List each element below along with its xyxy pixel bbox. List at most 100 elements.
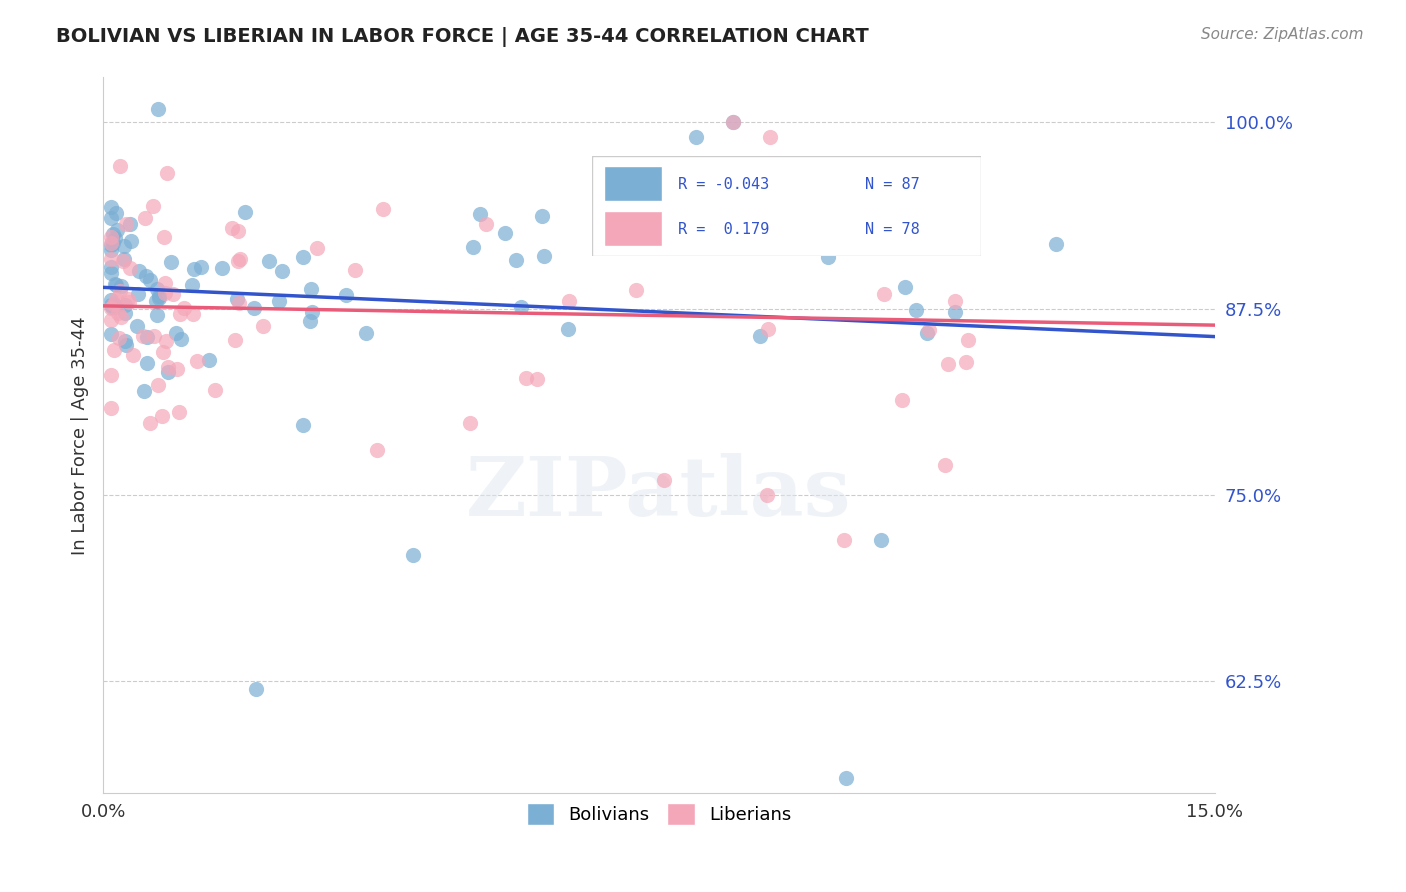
- Liberians: [107, 306, 129, 320]
- Liberians: [132, 328, 155, 343]
- Bolivians: [1045, 237, 1067, 252]
- Bolivians: [165, 326, 187, 341]
- Bolivians: [104, 230, 127, 244]
- Liberians: [226, 224, 249, 238]
- Liberians: [100, 301, 122, 316]
- Liberians: [150, 409, 173, 423]
- Liberians: [221, 220, 243, 235]
- Bolivians: [105, 206, 128, 220]
- Bolivians: [894, 280, 917, 294]
- Bolivians: [100, 326, 122, 341]
- Bolivians: [291, 417, 314, 432]
- Bolivians: [245, 681, 267, 696]
- Liberians: [121, 348, 143, 362]
- Bolivians: [100, 200, 122, 214]
- Liberians: [229, 252, 252, 266]
- Bolivians: [461, 240, 484, 254]
- Bolivians: [299, 283, 322, 297]
- Bolivians: [100, 237, 122, 252]
- Liberians: [103, 343, 125, 357]
- Bolivians: [132, 384, 155, 398]
- Bolivians: [156, 366, 179, 380]
- Liberians: [100, 401, 122, 415]
- Bolivians: [100, 298, 122, 312]
- Bolivians: [114, 334, 136, 348]
- Bolivians: [128, 264, 150, 278]
- Bolivians: [943, 305, 966, 319]
- Liberians: [108, 331, 131, 345]
- Bolivians: [235, 205, 257, 219]
- Liberians: [105, 292, 128, 306]
- Bolivians: [125, 319, 148, 334]
- Bolivians: [136, 356, 159, 370]
- Liberians: [162, 287, 184, 301]
- Liberians: [103, 297, 125, 311]
- Bolivians: [112, 239, 135, 253]
- Liberians: [475, 218, 498, 232]
- Bolivians: [915, 326, 938, 340]
- Bolivians: [112, 252, 135, 266]
- Liberians: [139, 417, 162, 431]
- Bolivians: [685, 130, 707, 145]
- Bolivians: [103, 227, 125, 241]
- Bolivians: [146, 308, 169, 322]
- Liberians: [890, 393, 912, 408]
- Liberians: [108, 285, 131, 299]
- Bolivians: [120, 234, 142, 248]
- Liberians: [344, 263, 367, 277]
- Bolivians: [301, 305, 323, 319]
- Liberians: [307, 240, 329, 254]
- Bolivians: [103, 297, 125, 311]
- Bolivians: [292, 250, 315, 264]
- Liberians: [120, 260, 142, 275]
- Bolivians: [183, 261, 205, 276]
- Liberians: [204, 383, 226, 397]
- Bolivians: [105, 223, 128, 237]
- Bolivians: [259, 254, 281, 268]
- Bolivians: [835, 212, 858, 227]
- Liberians: [948, 168, 970, 182]
- Bolivians: [127, 286, 149, 301]
- Liberians: [526, 372, 548, 386]
- Text: BOLIVIAN VS LIBERIAN IN LABOR FORCE | AGE 35-44 CORRELATION CHART: BOLIVIAN VS LIBERIAN IN LABOR FORCE | AG…: [56, 27, 869, 46]
- Liberians: [100, 229, 122, 244]
- Liberians: [117, 295, 139, 310]
- Bolivians: [225, 292, 247, 306]
- Liberians: [100, 252, 122, 267]
- Liberians: [152, 345, 174, 359]
- Liberians: [458, 416, 481, 430]
- Bolivians: [721, 115, 744, 129]
- Bolivians: [104, 300, 127, 314]
- Liberians: [181, 308, 204, 322]
- Bolivians: [682, 210, 704, 224]
- Bolivians: [135, 268, 157, 283]
- Bolivians: [494, 227, 516, 241]
- Bolivians: [139, 273, 162, 287]
- Liberians: [100, 368, 122, 383]
- Bolivians: [211, 260, 233, 275]
- Bolivians: [104, 277, 127, 291]
- Liberians: [789, 208, 811, 222]
- Bolivians: [100, 243, 122, 257]
- Liberians: [756, 322, 779, 336]
- Bolivians: [402, 548, 425, 562]
- Bolivians: [135, 330, 157, 344]
- Liberians: [652, 473, 675, 487]
- Bolivians: [145, 294, 167, 309]
- Bolivians: [335, 288, 357, 302]
- Liberians: [721, 115, 744, 129]
- Liberians: [955, 355, 977, 369]
- Liberians: [155, 334, 177, 348]
- Bolivians: [148, 292, 170, 306]
- Bolivians: [110, 278, 132, 293]
- Bolivians: [870, 533, 893, 547]
- Liberians: [117, 293, 139, 307]
- Bolivians: [100, 260, 122, 274]
- Liberians: [557, 294, 579, 309]
- Bolivians: [817, 250, 839, 264]
- Liberians: [100, 313, 122, 327]
- Liberians: [142, 199, 165, 213]
- Liberians: [155, 276, 177, 290]
- Liberians: [156, 166, 179, 180]
- Bolivians: [180, 278, 202, 293]
